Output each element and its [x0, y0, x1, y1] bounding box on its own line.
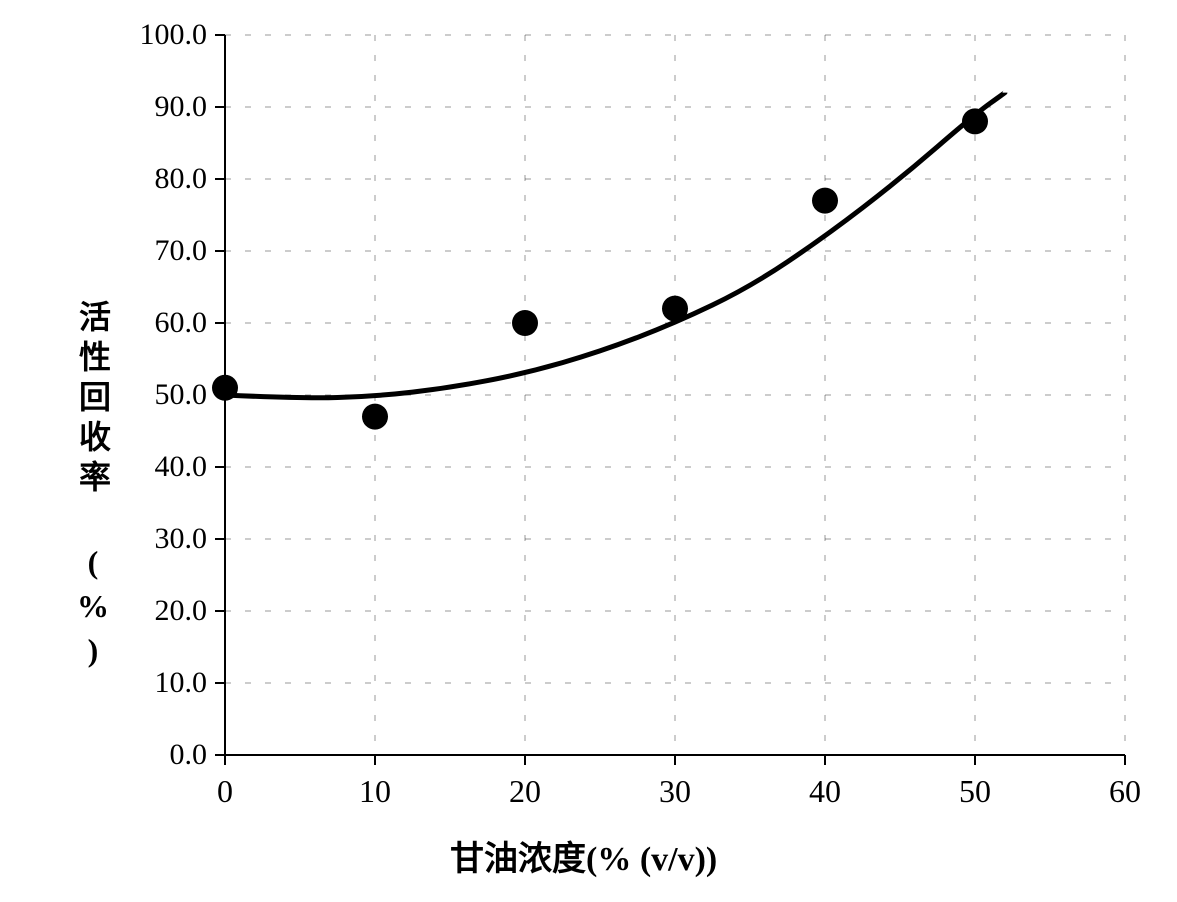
x-tick-label: 10 — [359, 773, 391, 810]
x-tick-label: 20 — [509, 773, 541, 810]
plot-area: 0.010.020.030.040.050.060.070.080.090.01… — [210, 30, 1140, 790]
y-tick-label: 0.0 — [97, 738, 207, 772]
data-point — [962, 108, 988, 134]
y-tick-label: 40.0 — [97, 450, 207, 484]
data-points — [212, 108, 988, 429]
y-tick-label: 70.0 — [97, 234, 207, 268]
x-tick-label: 60 — [1109, 773, 1141, 810]
y-tick-label: 30.0 — [97, 522, 207, 556]
y-tick-label: 80.0 — [97, 162, 207, 196]
data-point — [662, 296, 688, 322]
data-point — [812, 188, 838, 214]
y-tick-label: 20.0 — [97, 594, 207, 628]
x-axis-label-text: 甘油浓度(% (v/v)) — [450, 841, 717, 878]
x-tick-label: 40 — [809, 773, 841, 810]
chart-container: 活性回收率 (%) 甘油浓度(% (v/v)) 0.010.020.030.04… — [70, 10, 1160, 880]
chart-svg — [210, 30, 1140, 790]
x-tick-label: 30 — [659, 773, 691, 810]
fit-curve — [225, 93, 1005, 398]
y-tick-label: 100.0 — [97, 18, 207, 52]
data-point — [512, 310, 538, 336]
y-tick-label: 60.0 — [97, 306, 207, 340]
data-point — [212, 375, 238, 401]
data-point — [362, 404, 388, 430]
tick-marks — [215, 35, 1125, 765]
y-tick-label: 10.0 — [97, 666, 207, 700]
x-axis-label: 甘油浓度(% (v/v)) — [450, 831, 717, 880]
y-tick-label: 90.0 — [97, 90, 207, 124]
y-tick-label: 50.0 — [97, 378, 207, 412]
x-tick-label: 0 — [217, 773, 233, 810]
x-tick-label: 50 — [959, 773, 991, 810]
